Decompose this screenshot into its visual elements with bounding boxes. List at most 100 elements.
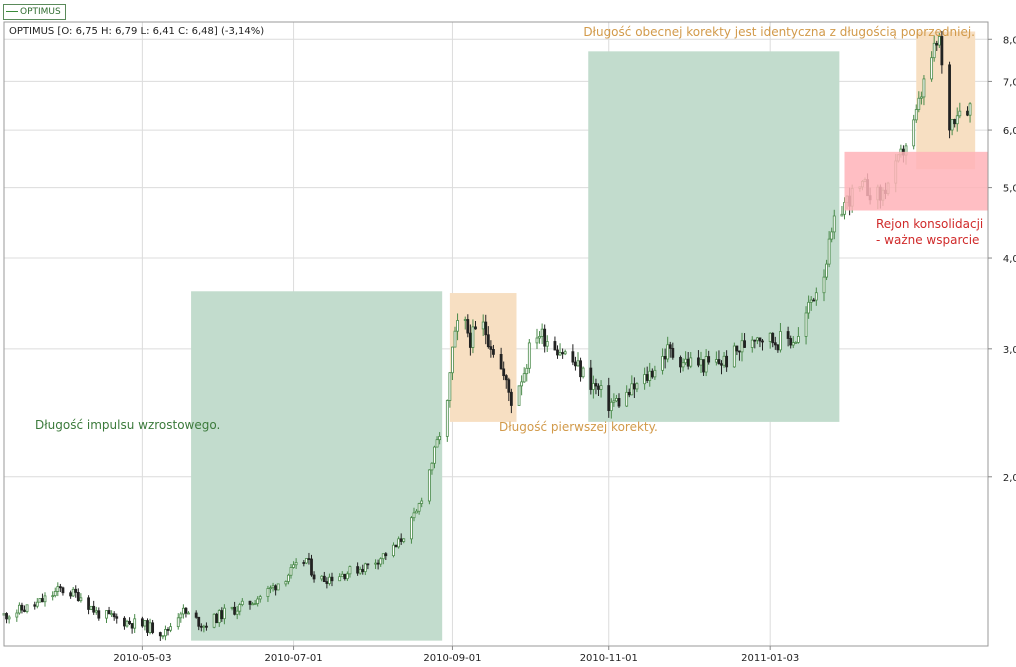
y-tick-label: 6,00 <box>1003 126 1016 137</box>
plot-frame <box>3 21 989 647</box>
candle-body <box>427 469 431 502</box>
series-line-swatch <box>6 11 18 12</box>
candle-body <box>917 97 921 110</box>
candle-body <box>607 385 611 412</box>
candle-body <box>33 604 37 607</box>
candle-body <box>699 359 703 366</box>
candle-body <box>384 553 388 557</box>
candle-body <box>509 391 513 406</box>
candle-body <box>399 538 403 542</box>
candle-body <box>776 344 780 351</box>
candle-body <box>456 320 459 332</box>
candle-body <box>133 618 137 629</box>
candle-body <box>107 610 111 615</box>
candle-body <box>420 500 424 504</box>
candle-body <box>522 373 526 383</box>
candle-body <box>269 587 272 590</box>
candle-body <box>953 118 957 125</box>
candle-body <box>543 328 547 347</box>
candle-body <box>650 370 654 378</box>
candle-body <box>758 337 762 342</box>
candle-body <box>274 585 278 591</box>
candle-body <box>545 341 549 347</box>
candle-body <box>481 321 485 330</box>
candle-body <box>553 341 557 351</box>
candle-body <box>937 36 941 46</box>
candle-body <box>17 604 21 614</box>
candle-body <box>615 398 618 402</box>
candle-body <box>645 374 649 381</box>
candle-body <box>433 446 436 464</box>
candle-body <box>773 342 777 346</box>
candle-body <box>215 613 219 624</box>
candle-body <box>74 588 78 593</box>
candle-body <box>579 360 582 378</box>
price-axis: 8,00 7,00 6,00 5,00 4,00 3,00 2,00 <box>988 35 1016 484</box>
candle-body <box>222 607 226 620</box>
candle-body <box>417 503 421 512</box>
candle-body <box>704 356 708 373</box>
candle-body <box>735 345 739 352</box>
candle-body <box>948 64 951 131</box>
candle-body <box>112 613 116 618</box>
candle-body <box>832 215 836 233</box>
candle-body <box>253 603 257 606</box>
candle-body <box>804 312 808 337</box>
annotation-current-correction: Długość obecnej korekty jest identyczna … <box>583 25 975 39</box>
candle-body <box>266 588 270 597</box>
candle-body <box>830 231 834 240</box>
candle-body <box>540 328 544 337</box>
candle-body <box>697 357 700 366</box>
candle-body <box>294 562 298 566</box>
candle-body <box>527 342 531 369</box>
candle-body <box>827 238 831 265</box>
x-tick-label: 2010-05-03 <box>113 653 171 664</box>
candle-body <box>789 338 793 346</box>
candle-body <box>123 617 126 627</box>
candle-body <box>187 612 190 615</box>
candle-body <box>932 42 936 59</box>
candle-body <box>256 598 260 605</box>
candle-body <box>71 588 75 597</box>
candle-body <box>663 356 667 360</box>
candle-body <box>825 263 828 278</box>
candle-body <box>968 103 972 116</box>
candle-body <box>535 337 539 344</box>
candle-body <box>681 362 685 368</box>
y-tick-label: 8,00 <box>1003 35 1016 46</box>
consolidation-zone <box>844 151 988 211</box>
candle-body <box>561 352 565 355</box>
candle-body <box>164 629 167 637</box>
candle-body <box>176 617 180 628</box>
candle-body <box>840 213 844 217</box>
series-legend-tab[interactable]: OPTIMUS <box>3 4 66 20</box>
candle-body <box>181 607 185 615</box>
y-tick-label: 3,00 <box>1003 345 1016 356</box>
candle-body <box>43 595 47 603</box>
candle-body <box>212 613 216 628</box>
candle-body <box>158 632 162 637</box>
candle-body <box>468 332 472 348</box>
candle-body <box>597 385 600 390</box>
candle-body <box>438 435 442 441</box>
candle-body <box>89 605 93 610</box>
candle-body <box>271 585 275 589</box>
candle-body <box>38 598 42 603</box>
candle-body <box>779 331 782 351</box>
candle-body <box>51 595 55 598</box>
candle-body <box>448 372 452 401</box>
x-tick-label: 2010-09-01 <box>423 653 481 664</box>
y-tick-label: 2,00 <box>1003 473 1016 484</box>
candle-body <box>197 616 201 627</box>
candle-body <box>666 344 670 360</box>
candle-body <box>648 370 652 381</box>
candle-body <box>935 42 939 46</box>
candle-body <box>489 346 493 350</box>
candle-body <box>374 562 377 565</box>
candle-body <box>402 538 406 542</box>
candle-body <box>653 369 657 378</box>
candle-body <box>7 616 11 620</box>
candle-body <box>328 576 331 584</box>
